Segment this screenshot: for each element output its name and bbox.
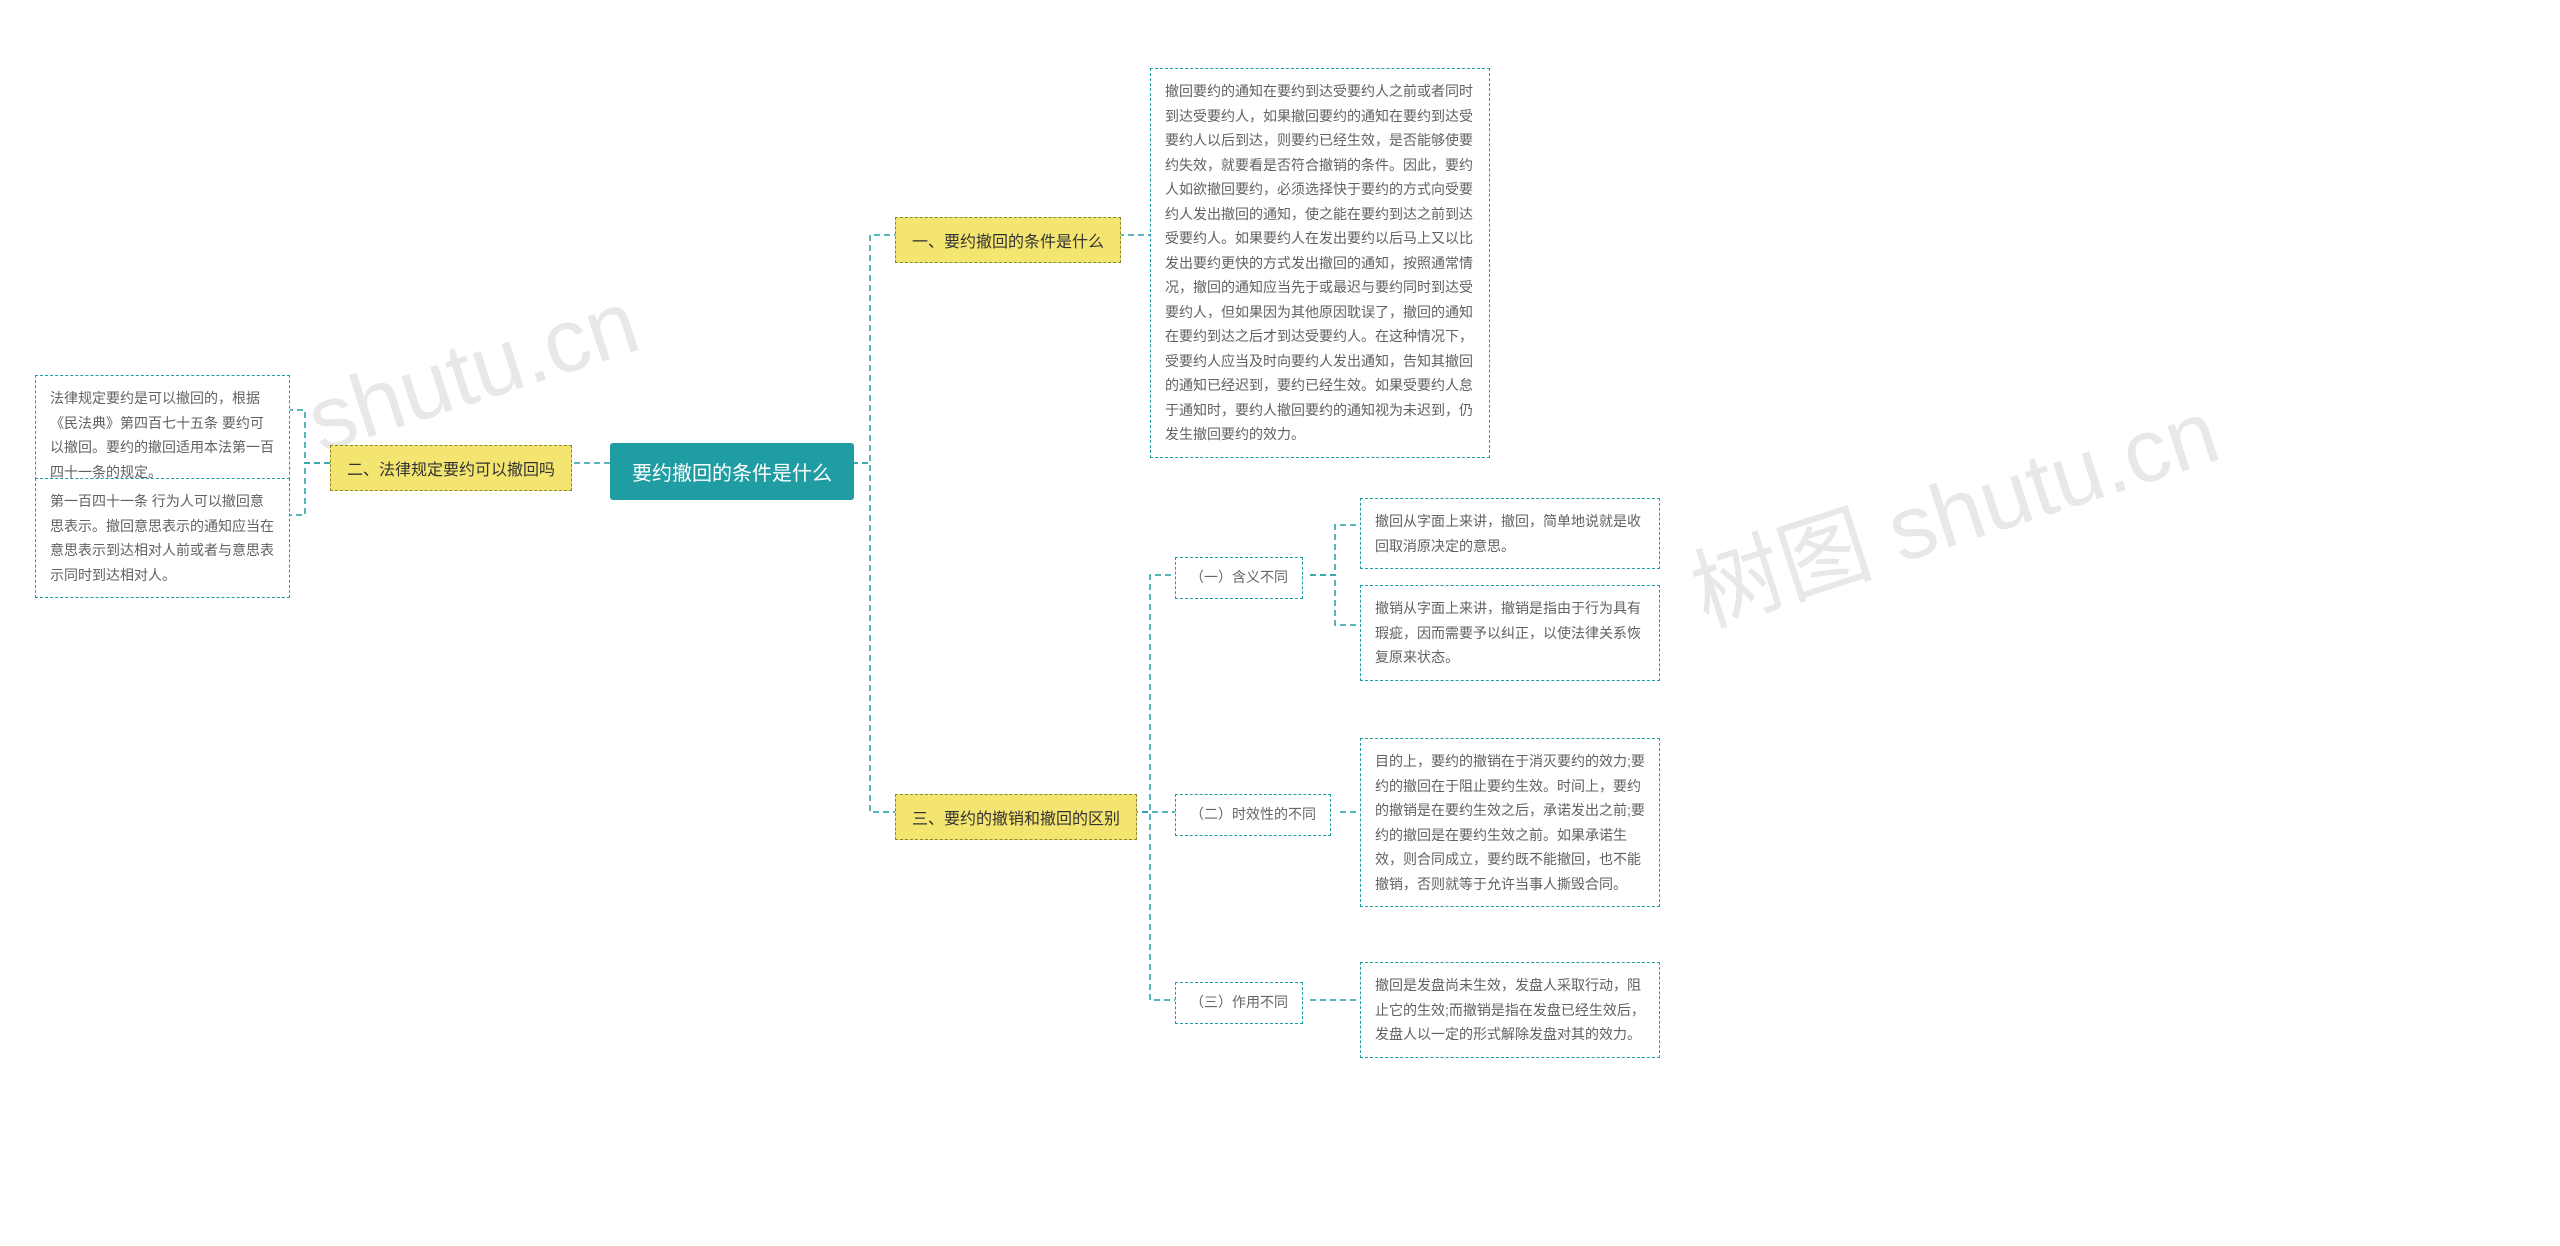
- root-node[interactable]: 要约撤回的条件是什么: [610, 443, 854, 500]
- leaf-3-3-1: 撤回是发盘尚未生效，发盘人采取行动，阻止它的生效;而撤销是指在发盘已经生效后，发…: [1360, 962, 1660, 1058]
- leaf-2-2: 第一百四十一条 行为人可以撤回意思表示。撤回意思表示的通知应当在意思表示到达相对…: [35, 478, 290, 598]
- branch-2[interactable]: 二、法律规定要约可以撤回吗: [330, 445, 572, 491]
- sub-3-1[interactable]: （一）含义不同: [1175, 557, 1303, 599]
- watermark-right: 树图 shutu.cn: [1673, 359, 2232, 651]
- branch-3[interactable]: 三、要约的撤销和撤回的区别: [895, 794, 1137, 840]
- sub-3-2[interactable]: （二）时效性的不同: [1175, 794, 1331, 836]
- branch-1[interactable]: 一、要约撤回的条件是什么: [895, 217, 1121, 263]
- leaf-3-1-1: 撤回从字面上来讲，撤回，简单地说就是收回取消原决定的意思。: [1360, 498, 1660, 569]
- leaf-1-1: 撤回要约的通知在要约到达受要约人之前或者同时到达受要约人，如果撤回要约的通知在要…: [1150, 68, 1490, 458]
- sub-3-3[interactable]: （三）作用不同: [1175, 982, 1303, 1024]
- leaf-2-1: 法律规定要约是可以撤回的，根据《民法典》第四百七十五条 要约可以撤回。要约的撤回…: [35, 375, 290, 495]
- leaf-3-2-1: 目的上，要约的撤销在于消灭要约的效力;要约的撤回在于阻止要约生效。时间上，要约的…: [1360, 738, 1660, 907]
- leaf-3-1-2: 撤销从字面上来讲，撤销是指由于行为具有瑕疵，因而需要予以纠正，以使法律关系恢复原…: [1360, 585, 1660, 681]
